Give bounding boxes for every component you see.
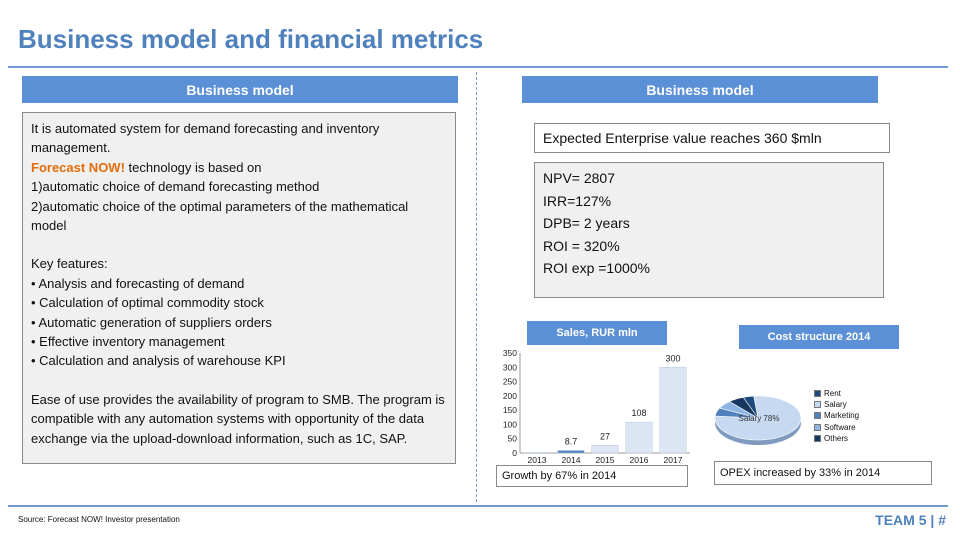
basis-item: 1)automatic choice of demand forecasting…: [31, 179, 320, 195]
x-tick-label: 2017: [664, 455, 683, 465]
sales-bar: [557, 450, 585, 454]
legend-label: Others: [824, 433, 849, 443]
x-tick-label: 2015: [596, 455, 615, 465]
pie-slice-label: Salary 78%: [739, 414, 780, 423]
sales-bar: [625, 421, 653, 454]
enterprise-value-box: Expected Enterprise value reaches 360 $m…: [534, 123, 890, 153]
sales-data-label: 108: [631, 408, 646, 418]
feature-item: • Automatic generation of suppliers orde…: [31, 314, 272, 330]
features-title: Key features:: [31, 256, 108, 272]
y-tick-label: 250: [503, 377, 517, 387]
business-model-description: It is automated system for demand foreca…: [22, 112, 456, 464]
legend-swatch: [814, 390, 821, 398]
legend-swatch: [814, 434, 821, 442]
y-tick-label: 100: [503, 419, 517, 429]
sales-data-label: 300: [665, 353, 680, 363]
legend-item: Others: [814, 433, 859, 444]
legend-label: Rent: [824, 389, 841, 399]
y-tick-label: 200: [503, 391, 517, 401]
feature-item: • Calculation of optimal commodity stock: [31, 295, 264, 311]
right-section-header: Business model: [522, 76, 878, 103]
center-divider: [476, 72, 477, 502]
technology-line: Forecast NOW! technology is based on: [31, 158, 447, 177]
x-tick-label: 2014: [562, 455, 581, 465]
outro-text: Ease of use provides the availability of…: [31, 391, 445, 446]
intro-text: It is automated system for demand foreca…: [31, 121, 380, 156]
sales-chart-header: Sales, RUR mln: [527, 321, 667, 345]
pie-slice: [728, 397, 759, 419]
legend-label: Software: [824, 422, 856, 432]
legend-item: Marketing: [814, 410, 859, 421]
metric-npv: NPV= 2807: [543, 170, 615, 186]
legend-item: Software: [814, 422, 859, 433]
y-tick-label: 50: [508, 434, 518, 444]
sales-growth-note: Growth by 67% in 2014: [496, 465, 688, 487]
x-tick-label: 2016: [630, 455, 649, 465]
cost-legend: Rent Salary Marketing Software Others: [814, 388, 859, 444]
technology-text: technology is based on: [124, 159, 262, 175]
y-tick-label: 350: [503, 348, 517, 358]
feature-item: • Calculation and analysis of warehouse …: [31, 353, 286, 369]
page-title: Business model and financial metrics: [18, 24, 484, 54]
legend-label: Salary: [824, 400, 847, 410]
metric-dpb: DPB= 2 years: [543, 215, 630, 231]
team-page-label: TEAM 5 | #: [875, 512, 946, 528]
feature-item: • Analysis and forecasting of demand: [31, 275, 245, 291]
left-section-header: Business model: [22, 76, 458, 103]
legend-swatch: [814, 401, 821, 409]
pie-slice: [714, 395, 802, 441]
legend-item: Rent: [814, 388, 859, 399]
legend-label: Marketing: [824, 411, 860, 421]
feature-item: • Effective inventory management: [31, 334, 225, 350]
y-tick-label: 300: [503, 362, 517, 372]
title-divider: [8, 66, 948, 68]
legend-item: Salary: [814, 399, 859, 410]
legend-swatch: [814, 412, 821, 420]
sales-bar: [523, 452, 551, 454]
sales-data-label: 8.7: [565, 437, 578, 447]
sales-bar-chart: 0 50 100 150 200 250 300 350 8.7 27 108 300 2013 20…: [503, 348, 690, 465]
metric-irr: IRR=127%: [543, 192, 612, 209]
source-note: Source: Forecast NOW! Investor presentat…: [18, 515, 180, 524]
sales-bar: [591, 445, 619, 454]
financial-metrics-box: NPV= 2807 IRR=127% DPB= 2 years ROI = 32…: [534, 162, 884, 298]
brand-name: Forecast NOW!: [31, 159, 125, 175]
basis-item: 2)automatic choice of the optimal parame…: [31, 198, 409, 234]
legend-swatch: [814, 423, 821, 431]
y-tick-label: 0: [512, 448, 517, 458]
metric-roi: ROI = 320%: [543, 237, 620, 254]
footer-divider: [8, 505, 948, 507]
opex-note: OPEX increased by 33% in 2014: [714, 461, 932, 485]
cost-pie-chart: Salary 78%: [714, 395, 802, 445]
cost-chart-header: Cost structure 2014: [739, 325, 899, 349]
y-tick-label: 150: [503, 405, 517, 415]
x-tick-label: 2013: [528, 455, 547, 465]
metric-roi-exp: ROI exp =1000%: [543, 260, 651, 276]
sales-data-label: 27: [600, 431, 610, 441]
sales-bar: [659, 367, 687, 454]
